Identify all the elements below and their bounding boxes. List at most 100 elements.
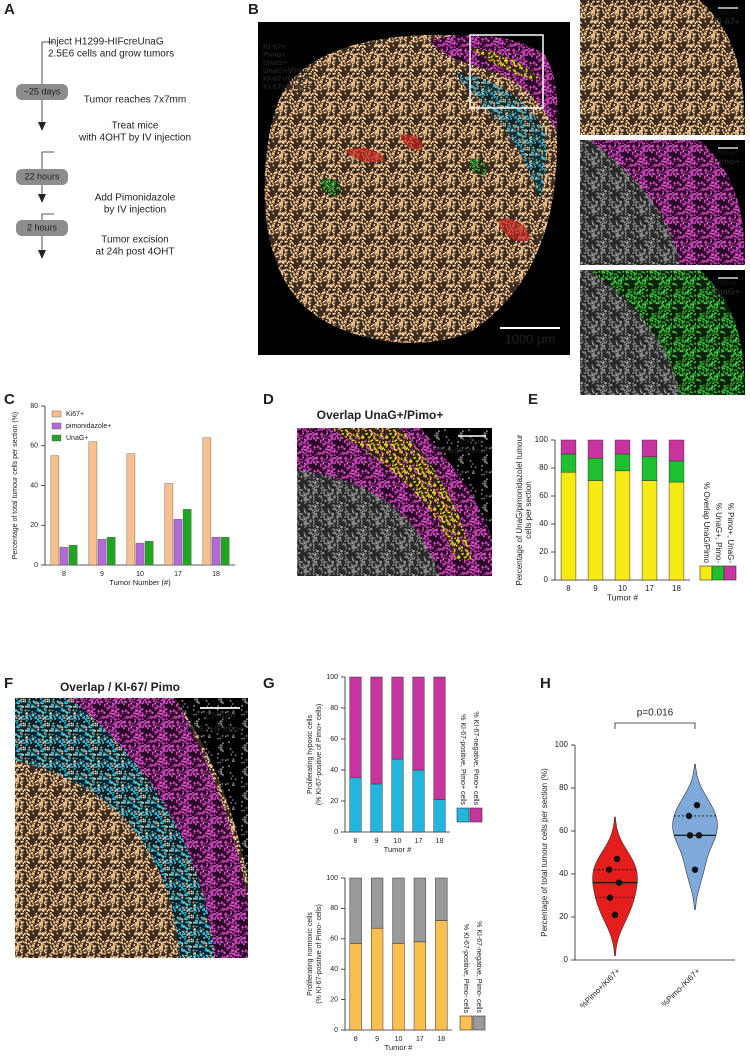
x-tick-label: %Pimo+/Ki67+ bbox=[578, 966, 622, 1010]
legend-label: % KI-67-positive, Pimo+ cells bbox=[459, 714, 466, 805]
timeline-step: Add Pimonidazole bbox=[95, 193, 176, 204]
x-tick-label: 17 bbox=[645, 584, 654, 593]
bar-segment bbox=[587, 439, 604, 459]
legend-swatch bbox=[472, 1015, 486, 1031]
panel-label: G bbox=[263, 675, 275, 692]
timeline-step: Inject H1299-HIFcreUnaG bbox=[48, 37, 164, 48]
x-tick-label: 17 bbox=[174, 571, 182, 578]
y-axis-label: Percentage of UnaG/pimonidazolel tumour bbox=[515, 434, 524, 586]
legend-label: UnaG+ bbox=[66, 435, 88, 442]
y-tick-label: 80 bbox=[559, 783, 568, 792]
bar-segment bbox=[370, 877, 384, 929]
arrow-head bbox=[38, 194, 46, 203]
duration-label: 22 hours bbox=[24, 171, 60, 181]
y-tick-label: 60 bbox=[330, 736, 338, 743]
x-tick-label: 8 bbox=[566, 584, 571, 593]
x-tick-label: 17 bbox=[416, 1036, 424, 1043]
unag-spots bbox=[319, 158, 487, 196]
duration-pill bbox=[16, 169, 68, 185]
inset-box bbox=[469, 34, 544, 109]
bar-segment bbox=[641, 480, 658, 581]
annotation: p=0.016 bbox=[637, 708, 674, 719]
bar bbox=[144, 540, 154, 566]
unag-region bbox=[470, 48, 540, 80]
legend-entry: Pimo+ bbox=[263, 50, 286, 59]
legend-swatch bbox=[711, 565, 725, 581]
panel-label: H bbox=[540, 675, 551, 692]
y-tick-label: 0 bbox=[334, 829, 338, 836]
bar bbox=[50, 455, 60, 566]
legend-swatch bbox=[51, 410, 62, 418]
bar-segment bbox=[668, 481, 685, 581]
x-tick-label: 9 bbox=[375, 1036, 379, 1043]
x-tick-label: 10 bbox=[395, 1036, 403, 1043]
timeline-step: at 24h post 4OHT bbox=[96, 247, 175, 258]
legend-swatch bbox=[699, 565, 713, 581]
timeline-step: Tumor excision bbox=[101, 235, 168, 246]
y-axis-label: Proliferating normoxic cells bbox=[307, 912, 314, 996]
x-tick-label: 18 bbox=[672, 584, 681, 593]
y-axis-label: Percentage of total tumour cells per sec… bbox=[540, 768, 549, 937]
legend-label: pimonidazole+ bbox=[66, 423, 111, 430]
y-tick-label: 80 bbox=[539, 463, 548, 472]
legend-label: % UnaG+, Pimo- bbox=[714, 503, 723, 564]
bar-segment bbox=[435, 920, 448, 1031]
pimo-region bbox=[430, 35, 558, 130]
y-tick-label: 60 bbox=[539, 491, 548, 500]
bar-segment bbox=[560, 471, 577, 581]
bar-segment bbox=[433, 799, 446, 833]
x-tick-label: 9 bbox=[375, 838, 379, 845]
bar-segment bbox=[560, 439, 577, 455]
data-point bbox=[695, 832, 703, 839]
bar-segment bbox=[412, 769, 425, 833]
timeline-step: 2.5E6 cells and grow tumors bbox=[48, 49, 174, 60]
x-axis-label: Tumor Number (#) bbox=[109, 578, 171, 587]
pimo-band bbox=[70, 698, 248, 958]
bar-segment bbox=[587, 480, 604, 581]
y-tick-label: 0 bbox=[34, 562, 38, 569]
bar-segment bbox=[349, 676, 362, 778]
data-point bbox=[606, 894, 614, 901]
bar bbox=[97, 538, 107, 566]
violin bbox=[592, 816, 638, 956]
legend-label: % KI-67-negative, Pimo+ cells bbox=[472, 711, 479, 805]
bar bbox=[106, 536, 116, 566]
legend-swatch bbox=[459, 1015, 473, 1031]
bar bbox=[59, 546, 69, 566]
tumor-section bbox=[264, 34, 558, 343]
bar-segment bbox=[560, 453, 577, 473]
y-tick-label: 40 bbox=[330, 767, 338, 774]
background bbox=[420, 428, 492, 540]
x-tick-label: 10 bbox=[618, 584, 627, 593]
bar-segment bbox=[614, 470, 631, 581]
timeline-step: by IV injection bbox=[104, 205, 166, 216]
data-point bbox=[613, 855, 621, 863]
bar-segment bbox=[641, 439, 658, 458]
legend-label: % KI-67-positive, Pimo- cells bbox=[462, 924, 469, 1014]
y-tick-label: 40 bbox=[30, 482, 38, 489]
y-tick-label: 60 bbox=[330, 936, 338, 943]
y-tick-label: 80 bbox=[330, 905, 338, 912]
bar-segment bbox=[435, 877, 448, 921]
y-tick-label: 40 bbox=[330, 966, 338, 973]
y-tick-label: 20 bbox=[559, 912, 568, 921]
y-tick-label: 100 bbox=[326, 674, 338, 681]
bar-segment bbox=[391, 758, 404, 833]
x-axis-label: Tumor # bbox=[607, 592, 639, 602]
bar-segment bbox=[668, 460, 685, 483]
y-tick-label: 40 bbox=[559, 869, 568, 878]
bar-segment bbox=[370, 676, 383, 785]
legend-label: Ki67+ bbox=[66, 411, 84, 418]
bar-segment bbox=[349, 777, 362, 833]
bar-segment bbox=[370, 927, 384, 1031]
y-tick-label: 0 bbox=[544, 575, 549, 584]
bar-segment bbox=[392, 877, 405, 944]
bar-segment bbox=[413, 941, 427, 1031]
y-tick-label: 0 bbox=[334, 1027, 338, 1034]
y-tick-label: 60 bbox=[559, 826, 568, 835]
bar bbox=[202, 437, 212, 566]
x-tick-label: 9 bbox=[100, 571, 104, 578]
significance-bracket bbox=[614, 722, 696, 729]
